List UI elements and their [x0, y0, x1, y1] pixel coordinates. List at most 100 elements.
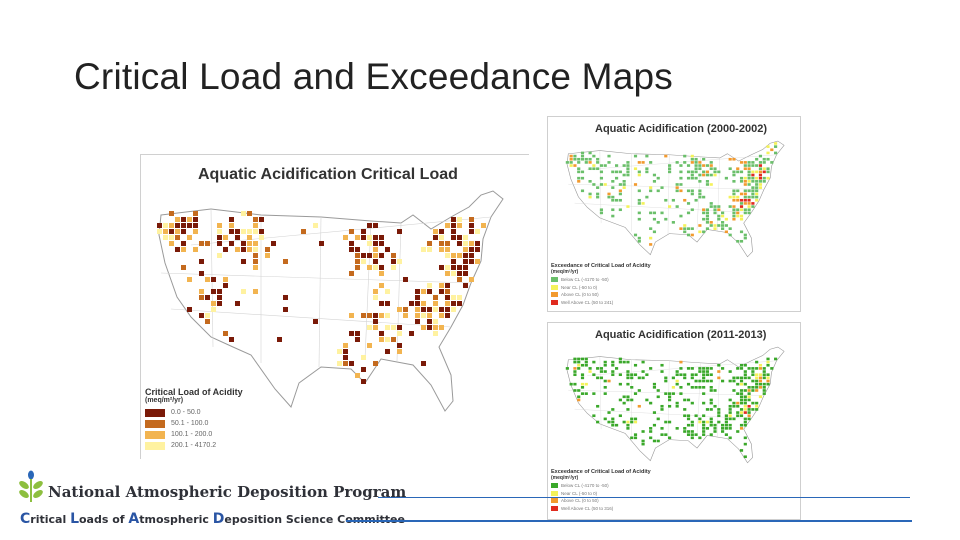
map-cell	[385, 325, 390, 330]
map-cell	[743, 423, 747, 427]
state-border	[190, 216, 492, 246]
map-cell	[193, 229, 198, 234]
map-cell	[705, 164, 710, 167]
map-cell	[577, 167, 581, 171]
exceedance-2000-legend: Exceedance of Critical Load of Acidity (…	[551, 263, 651, 306]
map-cell	[313, 223, 318, 228]
map-cell	[728, 398, 732, 402]
map-cell	[736, 239, 740, 243]
map-cell	[728, 233, 732, 237]
map-cell	[163, 223, 168, 228]
map-cell	[766, 363, 770, 367]
legend-label: Below CL (-4170 to -50)	[561, 277, 609, 283]
map-cell	[573, 389, 577, 392]
map-cell	[457, 295, 462, 300]
map-cell	[599, 176, 604, 180]
map-cell	[683, 224, 687, 227]
map-cell	[751, 370, 755, 373]
map-cell	[743, 180, 747, 183]
map-cell	[739, 202, 744, 205]
map-cell	[747, 202, 751, 205]
map-cell	[679, 189, 683, 193]
map-cell	[596, 157, 600, 161]
map-cell	[569, 164, 573, 167]
map-cell	[755, 408, 759, 411]
map-cell	[709, 389, 713, 392]
map-cell	[675, 401, 679, 405]
map-cell	[445, 271, 450, 276]
map-cell	[724, 230, 728, 234]
map-cell	[743, 176, 747, 180]
map-cell	[686, 176, 691, 180]
map-cell	[743, 382, 747, 386]
map-cell	[683, 373, 687, 377]
map-cell	[641, 161, 645, 164]
map-cell	[743, 167, 747, 171]
map-cell	[379, 301, 384, 306]
map-cell	[588, 167, 592, 171]
map-cell	[702, 376, 706, 380]
map-cell	[421, 361, 426, 366]
map-cell	[747, 411, 751, 414]
map-cell	[751, 170, 755, 174]
map-cell	[421, 289, 426, 294]
legend-swatch	[551, 490, 558, 496]
legend-swatch	[145, 430, 165, 439]
map-cell	[463, 247, 468, 252]
map-cell	[385, 289, 390, 294]
legend-units: (meq/m²/yr)	[551, 269, 579, 275]
map-cell	[439, 235, 444, 240]
map-cell	[592, 414, 596, 418]
map-cell	[637, 217, 641, 221]
map-cell	[645, 154, 649, 158]
map-cell	[656, 395, 660, 399]
map-cell	[633, 183, 638, 186]
map-cell	[705, 420, 710, 424]
map-cell	[713, 389, 717, 392]
map-cell	[683, 161, 687, 164]
map-cell	[668, 398, 672, 402]
map-cell	[679, 176, 683, 180]
map-cell	[626, 420, 630, 424]
map-cell	[751, 367, 755, 370]
map-cell	[698, 164, 702, 167]
map-cell	[758, 376, 763, 380]
map-cell	[445, 307, 450, 312]
map-cell	[709, 433, 713, 436]
map-cell	[702, 211, 706, 215]
map-cell	[265, 253, 270, 258]
map-cell	[713, 430, 717, 433]
map-cell	[702, 195, 706, 199]
map-cell	[622, 173, 626, 177]
map-cell	[385, 247, 390, 252]
map-cell	[709, 401, 713, 405]
map-cell	[751, 189, 755, 193]
map-cell	[755, 373, 759, 377]
map-cell	[622, 395, 626, 399]
map-cell	[391, 259, 396, 264]
map-cell	[732, 170, 736, 174]
map-cell	[580, 170, 585, 174]
map-cell	[592, 164, 596, 167]
map-cell	[637, 236, 641, 240]
map-cell	[373, 241, 378, 246]
map-cell	[457, 271, 462, 276]
map-cell	[211, 301, 216, 306]
map-cell	[656, 221, 660, 224]
map-cell	[698, 417, 702, 421]
map-cell	[656, 417, 660, 421]
map-cell	[451, 259, 456, 264]
map-cell	[603, 360, 607, 364]
map-cell	[457, 253, 462, 258]
map-cell	[743, 442, 747, 446]
map-cell	[702, 414, 706, 418]
map-cell	[588, 192, 592, 196]
map-cell	[626, 173, 630, 177]
map-cell	[391, 253, 396, 258]
map-cell	[433, 307, 438, 312]
map-cell	[724, 417, 728, 421]
map-cell	[445, 247, 450, 252]
map-cell	[686, 382, 691, 386]
map-cell	[607, 420, 611, 424]
map-cell	[709, 373, 713, 377]
